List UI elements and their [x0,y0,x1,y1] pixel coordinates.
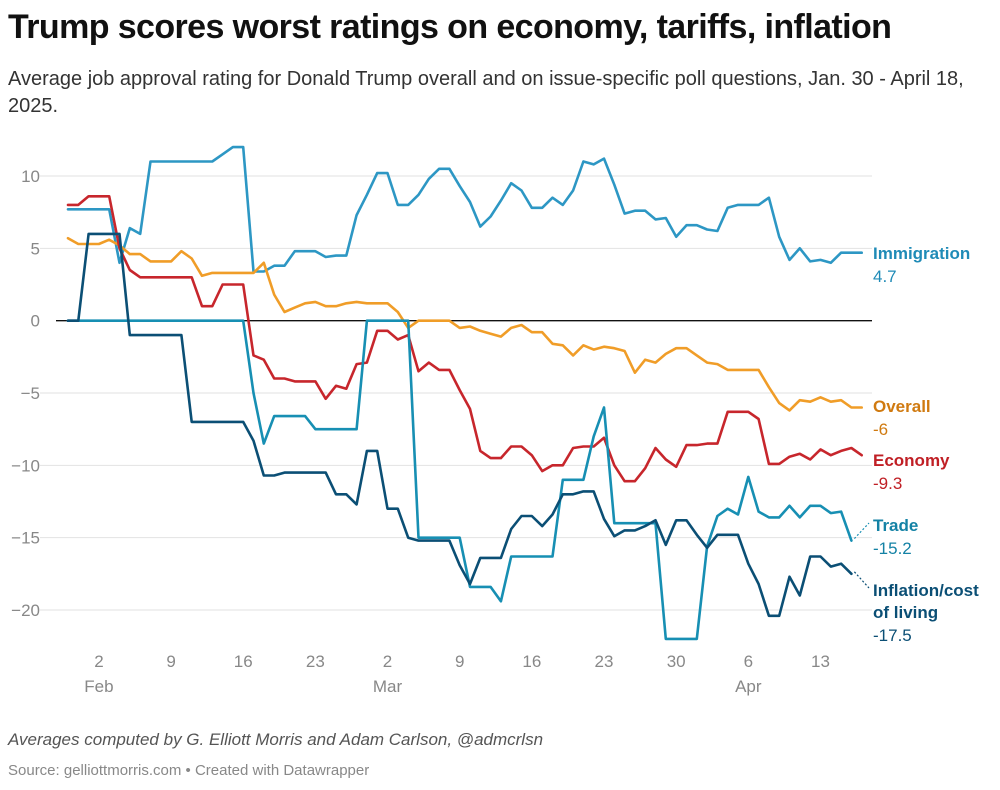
x-tick-label: 30 [667,652,686,671]
chart-notes: Averages computed by G. Elliott Morris a… [8,730,544,749]
series-line-economy [66,195,864,483]
x-tick-label: 9 [455,652,464,671]
y-tick-label: 5 [31,239,40,258]
x-axis-ticks: 2 Feb 9 16 23 2 Mar 9 16 23 30 6 Apr 13 [84,652,830,696]
series-line-immigration [66,145,864,273]
x-month-label: Apr [735,677,762,696]
chart-subtitle: Average job approval rating for Donald T… [8,68,964,117]
series-value-label: -17.5 [873,626,912,645]
y-tick-label: −15 [11,529,40,548]
x-tick-label: 23 [306,652,325,671]
x-tick-label: 6 [744,652,753,671]
y-tick-label: −20 [11,601,40,620]
gridlines [40,175,872,611]
y-tick-label: −5 [21,384,40,403]
series-value-label: -6 [873,420,888,439]
series-name-label: of living [873,603,938,622]
chart-source: Source: gelliottmorris.com • Created wit… [8,762,370,779]
series-label-economy: Economy -9.3 [873,451,950,493]
series-name-label: Overall [873,397,931,416]
series-label-immigration: Immigration 4.7 [873,244,970,286]
series-labels: Immigration 4.7 Overall -6 Economy -9.3 Trade -… [853,244,979,645]
series-line-overall [66,236,864,412]
x-tick-label: 2 [94,652,103,671]
series-lines [66,145,864,641]
series-value-label: 4.7 [873,267,897,286]
series-label-inflation-cost-of-living: Inflation/cost of living -17.5 [853,571,979,645]
y-tick-label: 10 [21,167,40,186]
chart-title: Trump scores worst ratings on economy, t… [8,8,892,46]
series-label-trade: Trade -15.2 [853,516,918,558]
series-label-overall: Overall -6 [873,397,931,439]
x-month-label: Mar [373,677,403,696]
series-value-label: -9.3 [873,474,902,493]
y-tick-label: 0 [31,312,40,331]
x-tick-label: 13 [811,652,830,671]
x-tick-label: 9 [166,652,175,671]
x-month-label: Feb [84,677,113,696]
x-tick-label: 23 [595,652,614,671]
y-axis-ticks: 10 5 0 −5 −10 −15 −20 [11,167,40,620]
series-value-label: -15.2 [873,539,912,558]
x-tick-label: 2 [383,652,392,671]
series-name-label: Inflation/cost [873,581,979,600]
x-tick-label: 16 [522,652,541,671]
series-line-trade [66,319,853,641]
x-tick-label: 16 [234,652,253,671]
label-connector [853,571,870,589]
series-line-inflation-cost-of-living [66,232,853,618]
series-name-label: Immigration [873,244,970,263]
label-connector [853,522,870,539]
y-tick-label: −10 [11,456,40,475]
series-name-label: Trade [873,516,918,535]
series-name-label: Economy [873,451,950,470]
